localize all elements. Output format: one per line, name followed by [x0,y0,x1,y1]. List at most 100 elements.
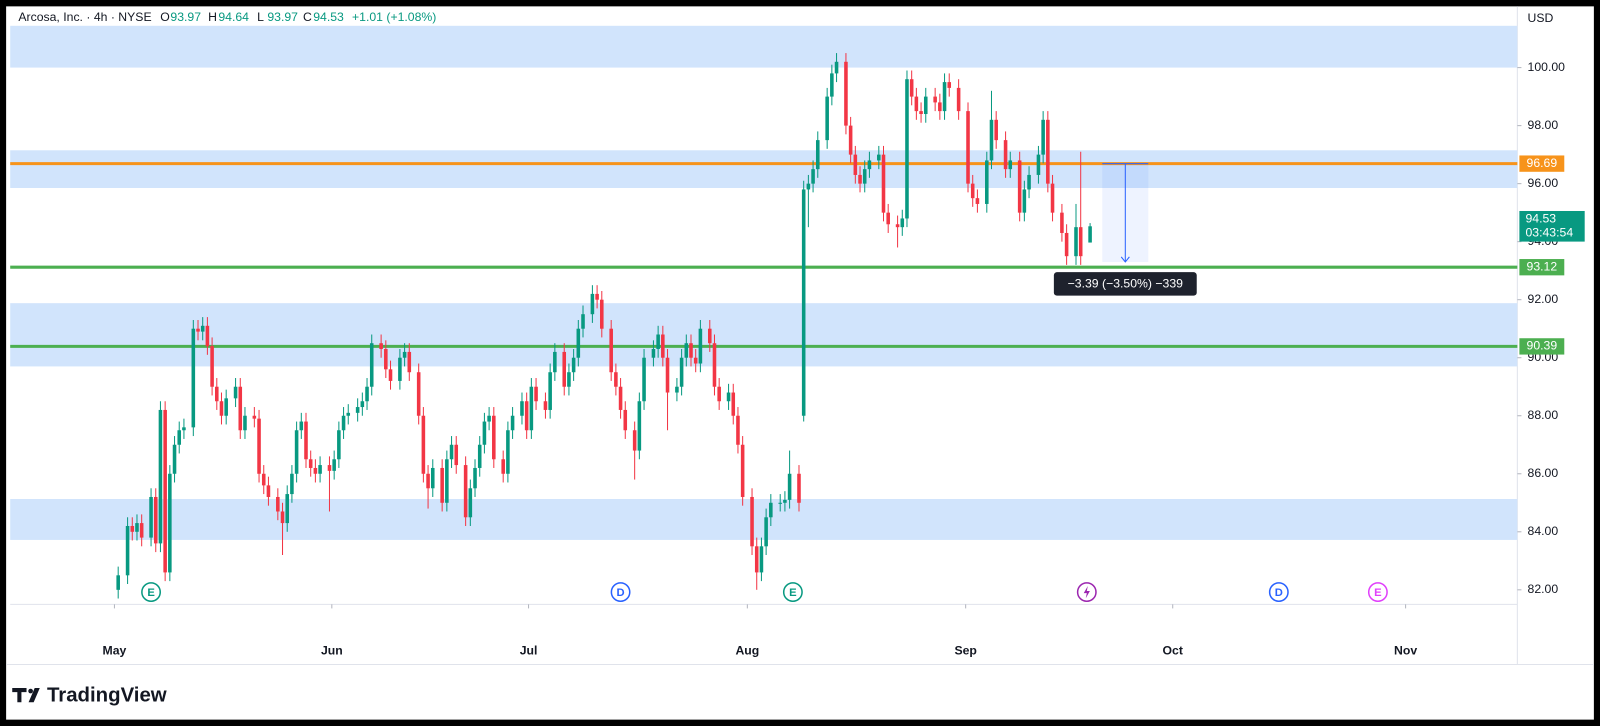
candle-body [1050,183,1055,213]
candle-body [712,343,717,387]
candle-body [642,357,646,402]
ohlc-value: 93.97 [267,10,298,24]
y-tick-label: 100.00 [1528,60,1566,74]
plot: 82.0084.0086.0088.0090.0092.0094.0096.00… [10,10,1585,657]
ohlc-value: 94.64 [218,10,249,24]
candle-body [581,314,585,329]
candle-body [858,174,862,184]
candle-body [956,87,961,112]
candle-body [975,198,980,204]
candle-body [731,392,736,416]
candle-body [473,467,477,489]
candle-body [942,82,947,112]
event-label: D [617,587,625,599]
change: +1.01 (+1.08%) [352,10,436,24]
candle-body [304,421,308,460]
event-label: E [789,587,797,599]
candle-body [938,102,942,112]
candle-body [149,496,153,538]
candle-body [881,154,886,213]
candle-body [177,430,182,445]
candle-body [801,189,806,416]
candle-body [750,496,754,547]
ohlc-key: H [208,10,217,24]
candle-body [862,169,867,184]
candle-body [1027,174,1031,190]
price-tag [1519,210,1585,242]
candle-body [567,372,571,387]
x-tick-label: Oct [1163,643,1183,657]
candle-body [219,401,224,416]
candle-body [900,218,905,228]
candle-body [609,328,613,373]
candle-body [477,444,482,468]
candle-body [445,459,449,503]
candle-body [966,111,970,184]
candle-body [726,392,731,402]
candle-body [261,473,266,486]
candle-body [153,496,158,544]
y-tick-label: 86.00 [1528,466,1559,480]
candle-body [618,386,623,410]
candle-body [844,61,848,126]
candle-body [778,502,782,504]
candle-body [1041,119,1045,155]
candle-body [449,444,454,460]
event-marker [141,582,162,603]
candle-body [196,328,200,332]
candle-body [440,467,444,503]
candle-body [313,467,318,474]
candle-body [285,494,290,524]
measure-label: −3.39 (−3.50%) −339 [1068,277,1183,291]
candle-body [675,386,679,393]
candle-body [266,485,271,497]
candle-body [867,160,872,170]
candle-body [510,415,515,431]
currency: USD [1528,11,1554,25]
zones [10,25,1518,540]
level-label: 93.12 [1527,259,1558,273]
candle-body [492,415,496,460]
candle-body [679,357,684,387]
candle-body [877,154,881,161]
candle-body [294,430,299,474]
candle-body [130,525,135,532]
candle-body [369,343,374,387]
candle-body [430,467,435,489]
candle-body [520,401,524,416]
candle-body [360,401,365,408]
candle-body [238,386,243,431]
candle-body [1008,160,1013,170]
zone [10,25,1518,68]
x-tick-label: Sep [954,643,976,657]
candle-body [970,183,975,199]
candle-body [139,523,144,538]
candle-body [548,372,552,410]
candle-body [327,465,332,471]
candle-body [923,96,928,115]
candle-body [651,349,656,358]
measure-arrowhead [1120,256,1130,263]
candle-body [1064,232,1069,257]
candle-body [787,473,792,500]
candle-body [384,349,388,370]
candle-body [482,421,487,445]
candle-body [769,502,773,518]
candle-body [759,546,764,573]
candle-body [125,525,130,576]
candle-body [834,61,839,74]
candle-body [487,415,491,422]
y-tick-label: 98.00 [1528,118,1559,132]
x-tick-label: Jul [520,643,538,657]
candle-body [534,386,538,402]
y-tick-label: 92.00 [1528,292,1559,306]
y-tick-label: 96.00 [1528,176,1559,190]
level-label: 90.39 [1527,339,1558,353]
candle-body [600,299,604,329]
candle-body [506,430,510,474]
event-marker [782,582,803,603]
measure-box [1053,272,1197,296]
candle-body [191,328,196,428]
candle-body [426,473,430,489]
ohlc-key: O [160,10,170,24]
